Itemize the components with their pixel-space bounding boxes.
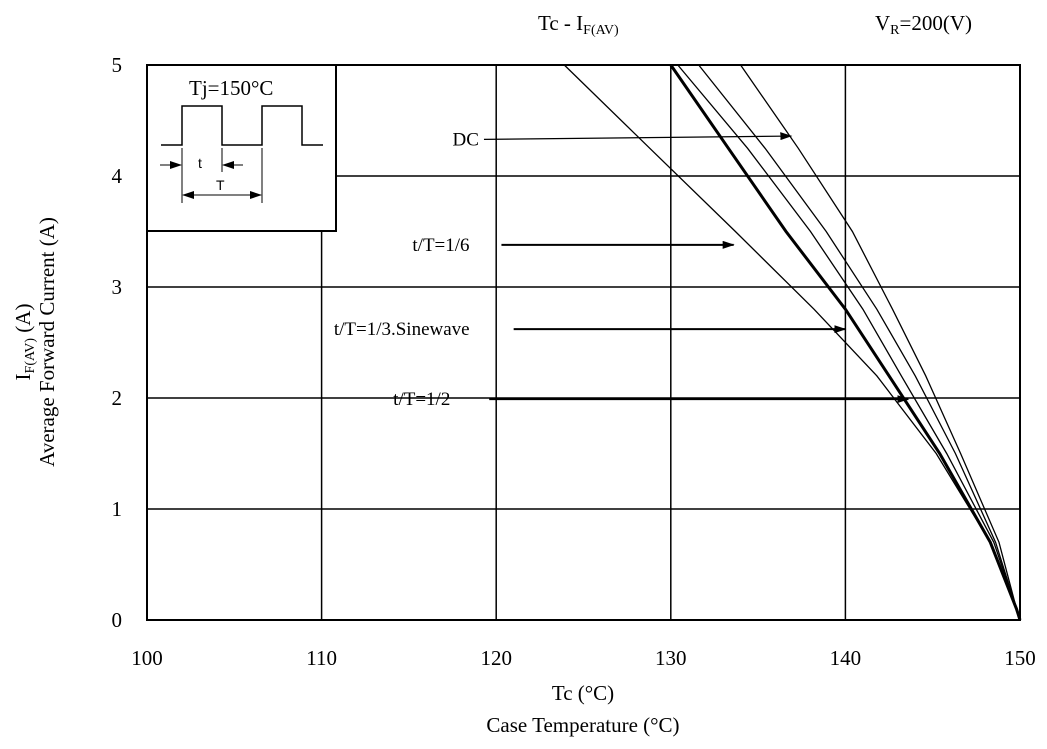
inset-t-label: t xyxy=(198,155,202,171)
y-axis-title: IF(AV) (A) Average Forward Current (A) xyxy=(11,217,59,467)
grid xyxy=(147,65,1020,620)
y-tick-label: 4 xyxy=(112,164,123,188)
curve-4 xyxy=(698,64,1021,621)
curve-2 xyxy=(669,64,1022,621)
svg-text:Average Forward Current (A): Average Forward Current (A) xyxy=(35,217,59,467)
x-tick-label: 100 xyxy=(131,646,163,670)
series-layer xyxy=(563,64,1022,621)
annotation-layer: DC t/T=1/6 t/T=1/3.Sinewave t/T=1/2 xyxy=(334,129,910,410)
inset-tj-label: Tj=150°C xyxy=(189,76,273,100)
y-tick-label: 1 xyxy=(112,497,123,521)
annotation-label-4: t/T=1/2 xyxy=(393,389,450,410)
x-axis-subtitle: Case Temperature (°C) xyxy=(486,713,679,737)
inset-box: Tj=150°C t T xyxy=(146,64,337,232)
plot-frame xyxy=(146,64,1021,621)
svg-text:IF(AV) (A): IF(AV) (A) xyxy=(11,304,38,381)
x-axis-title: Tc (°C) xyxy=(552,681,614,705)
x-tick-label: 150 xyxy=(1004,646,1036,670)
x-tick-label: 130 xyxy=(655,646,687,670)
y-tick-label: 3 xyxy=(112,275,123,299)
annotation-label-2: t/T=1/6 xyxy=(412,235,469,256)
annotation-label-1: DC xyxy=(453,129,479,150)
y-tick-label: 2 xyxy=(112,386,123,410)
x-tick-label: 120 xyxy=(480,646,512,670)
x-tick-label: 110 xyxy=(306,646,337,670)
condition-label: VR=200(V) xyxy=(875,11,972,38)
curve-5 xyxy=(740,64,1021,621)
chart-title: Tc - IF(AV) xyxy=(538,11,619,38)
tick-labels: 100 110 120 130 140 150 0 1 2 3 4 5 xyxy=(112,53,1036,670)
inset-pulse-waveform xyxy=(161,105,323,146)
y-tick-label: 5 xyxy=(112,53,123,77)
annotation-label-3: t/T=1/3.Sinewave xyxy=(334,319,470,340)
y-tick-label: 0 xyxy=(112,608,123,632)
inset-T-label: T xyxy=(216,177,225,193)
curve-1 xyxy=(563,64,1021,621)
annotation-arrow-1 xyxy=(483,132,793,141)
x-tick-label: 140 xyxy=(830,646,862,670)
